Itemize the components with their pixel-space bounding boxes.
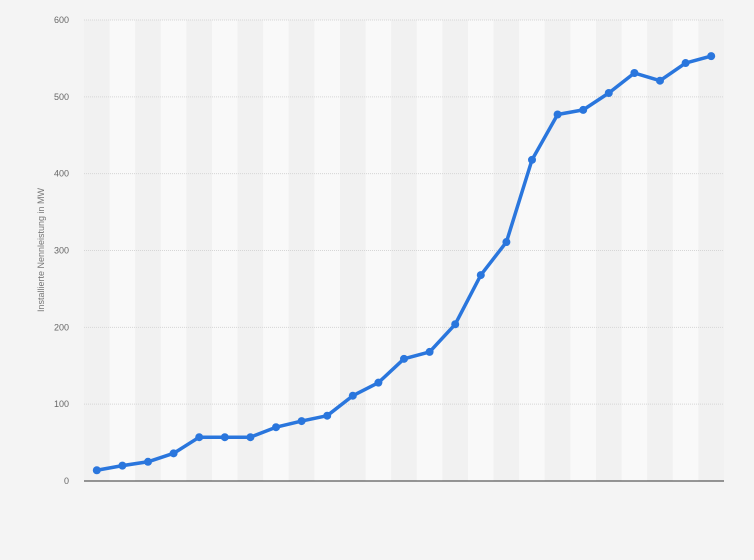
y-axis-ticks: 0 100 200 300 400 500 600 — [54, 15, 69, 486]
y-tick-label: 200 — [54, 322, 69, 332]
data-point[interactable] — [348, 391, 357, 400]
data-point[interactable] — [118, 461, 127, 470]
data-point[interactable] — [528, 155, 536, 164]
data-point[interactable] — [656, 76, 664, 85]
data-point[interactable] — [681, 59, 690, 68]
data-point[interactable] — [246, 433, 255, 442]
data-point[interactable] — [707, 52, 716, 61]
data-point[interactable] — [92, 466, 101, 475]
y-tick-label: 500 — [54, 92, 69, 102]
data-point[interactable] — [144, 457, 152, 466]
y-tick-label: 600 — [54, 15, 69, 25]
y-axis-label: Installierte Nennleistung in MW — [36, 187, 46, 312]
data-point[interactable] — [272, 423, 280, 432]
data-point[interactable] — [502, 238, 511, 247]
data-point[interactable] — [604, 88, 613, 97]
data-point[interactable] — [476, 271, 485, 280]
data-point[interactable] — [630, 69, 639, 78]
y-tick-label: 400 — [54, 169, 69, 179]
data-point[interactable] — [195, 433, 204, 442]
data-point[interactable] — [579, 105, 588, 114]
y-tick-label: 0 — [64, 476, 69, 486]
y-tick-label: 100 — [54, 399, 69, 409]
data-point[interactable] — [451, 320, 460, 329]
y-tick-label: 300 — [54, 246, 69, 256]
data-point[interactable] — [169, 449, 178, 458]
data-point[interactable] — [297, 417, 306, 426]
data-point[interactable] — [323, 411, 332, 420]
data-point[interactable] — [220, 433, 229, 442]
data-point[interactable] — [374, 378, 383, 387]
data-point[interactable] — [400, 354, 408, 363]
series-line — [92, 52, 716, 475]
gridlines — [84, 19, 724, 405]
data-point[interactable] — [553, 110, 562, 119]
data-point[interactable] — [425, 347, 434, 356]
